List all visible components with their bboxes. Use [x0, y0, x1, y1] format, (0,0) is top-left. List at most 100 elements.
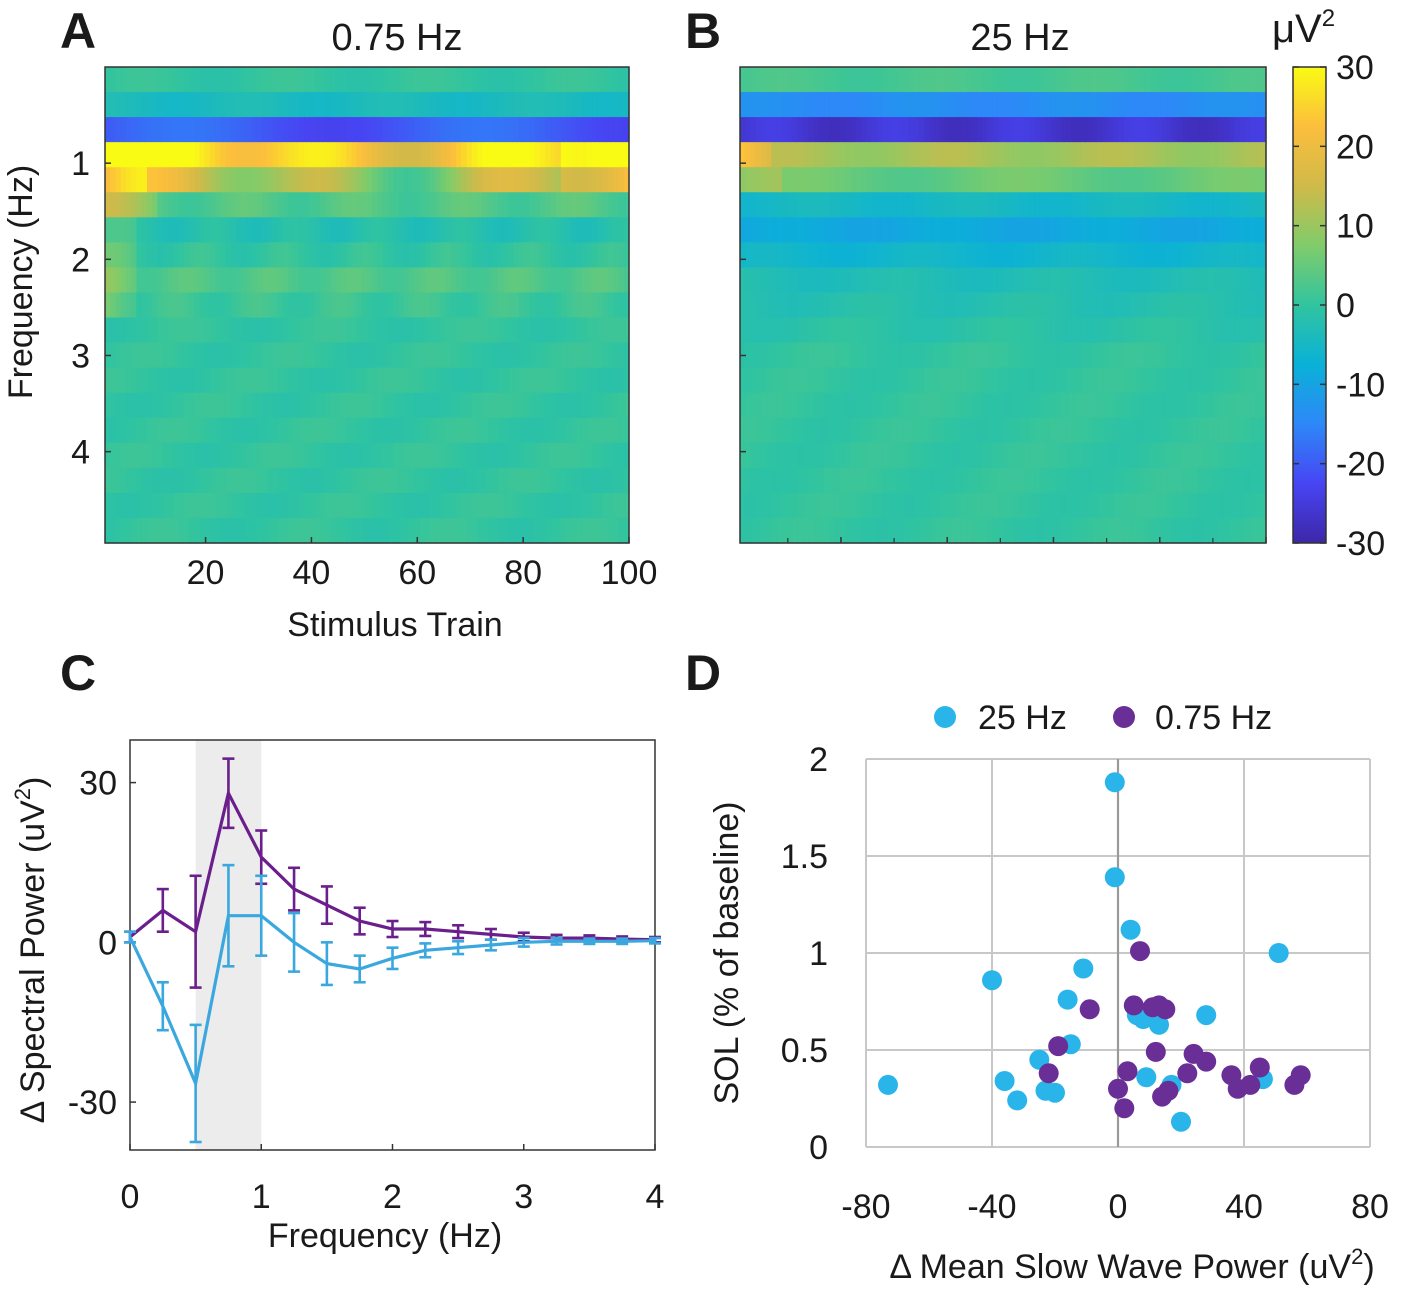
heatmap-cell [613, 267, 620, 294]
heatmap-cell [918, 292, 925, 319]
heatmap-cell [492, 92, 499, 118]
heatmap-cell [924, 342, 930, 369]
heatmap-cell [419, 142, 426, 168]
heatmap-cell [393, 267, 400, 294]
heatmap-cell [834, 492, 841, 519]
heatmap-cell [792, 467, 799, 494]
heatmap-cell [319, 67, 326, 93]
heatmap-cell [256, 117, 263, 143]
heatmap-cell [508, 492, 515, 519]
heatmap-cell [929, 342, 936, 369]
heatmap-cell [555, 442, 562, 469]
heatmap-cell [508, 467, 515, 494]
heatmap-cell [876, 92, 883, 118]
heatmap-cell [608, 167, 614, 193]
heatmap-cell [1229, 217, 1236, 243]
heatmap-cell [1092, 492, 1099, 519]
heatmap-cell [115, 92, 122, 118]
heatmap-cell [356, 367, 363, 394]
heatmap-cell [1187, 517, 1193, 544]
heatmap-cell [818, 392, 825, 419]
heatmap-cell [545, 467, 551, 494]
heatmap-cell [1118, 342, 1125, 369]
heatmap-cell [1018, 442, 1025, 469]
heatmap-cell [251, 367, 258, 394]
heatmap-cell [131, 217, 138, 243]
heatmap-cell [813, 467, 820, 494]
heatmap-cell [1129, 442, 1136, 469]
heatmap-cell [487, 342, 494, 369]
heatmap-cell [1050, 417, 1057, 444]
heatmap-cell [1150, 67, 1157, 93]
heatmap-cell [283, 442, 289, 469]
heatmap-cell [256, 442, 263, 469]
heatmap-cell [215, 392, 221, 419]
heatmap-cell [304, 167, 310, 193]
heatmap-cell [829, 92, 836, 118]
heatmap-cell [761, 242, 767, 269]
heatmap-cell [199, 142, 206, 168]
heatmap-cell [424, 492, 431, 519]
heatmap-cell [508, 292, 515, 319]
heatmap-cell [1129, 92, 1136, 118]
heatmap-cell [477, 217, 483, 243]
heatmap-cell [545, 517, 551, 544]
heatmap-cell [1108, 217, 1115, 243]
heatmap-cell [340, 342, 347, 369]
heatmap-cell [850, 342, 857, 369]
heatmap-cell [471, 517, 478, 544]
heatmap-cell [340, 317, 347, 344]
heatmap-cell [167, 117, 174, 143]
heatmap-cell [608, 192, 614, 218]
heatmap-cell [834, 167, 841, 193]
heatmap-cell [924, 317, 930, 344]
heatmap-cell [566, 117, 572, 143]
heatmap-cell [335, 267, 342, 294]
heatmap-cell [1181, 142, 1188, 168]
heatmap-cell [1202, 342, 1209, 369]
heatmap-cell [105, 467, 111, 494]
heatmap-cell [403, 392, 410, 419]
heatmap-cell [1239, 292, 1246, 319]
heatmap-cell [845, 392, 852, 419]
heatmap-cell [1181, 242, 1188, 269]
heatmap-cell [293, 342, 300, 369]
heatmap-cell [761, 517, 767, 544]
heatmap-cell [125, 217, 132, 243]
heatmap-cell [745, 342, 752, 369]
heatmap-cell [855, 417, 862, 444]
heatmap-cell [105, 367, 111, 394]
heatmap-cell [771, 192, 778, 218]
heatmap-cell [1229, 317, 1236, 344]
heatmap-cell [477, 267, 483, 294]
heatmap-cell [105, 167, 111, 193]
heatmap-cell [225, 317, 232, 344]
heatmap-cell [623, 392, 630, 419]
heatmap-cell [845, 192, 852, 218]
heatmap-cell [503, 342, 510, 369]
colorbar-tick-label: 0 [1336, 287, 1355, 325]
heatmap-cell [1160, 392, 1167, 419]
heatmap-cell [555, 117, 562, 143]
heatmap-cell [1060, 392, 1067, 419]
heatmap-cell [1166, 117, 1172, 143]
heatmap-cell [1139, 217, 1146, 243]
heatmap-cell [424, 142, 431, 168]
heatmap-cell [866, 67, 873, 93]
heatmap-cell [435, 117, 441, 143]
heatmap-cell [792, 392, 799, 419]
heatmap-cell [1003, 392, 1009, 419]
heatmap-cell [934, 267, 941, 294]
heatmap-cell [1171, 367, 1178, 394]
heatmap-cell [824, 342, 831, 369]
heatmap-cell [860, 467, 867, 494]
heatmap-cell [1029, 117, 1036, 143]
heatmap-cell [903, 142, 909, 168]
heatmap-cell [188, 267, 195, 294]
heatmap-cell [230, 292, 237, 319]
heatmap-cell [419, 267, 426, 294]
heatmap-cell [608, 142, 614, 168]
heatmap-cell [110, 342, 117, 369]
heatmap-cell [555, 242, 562, 269]
heatmap-cell [508, 242, 515, 269]
